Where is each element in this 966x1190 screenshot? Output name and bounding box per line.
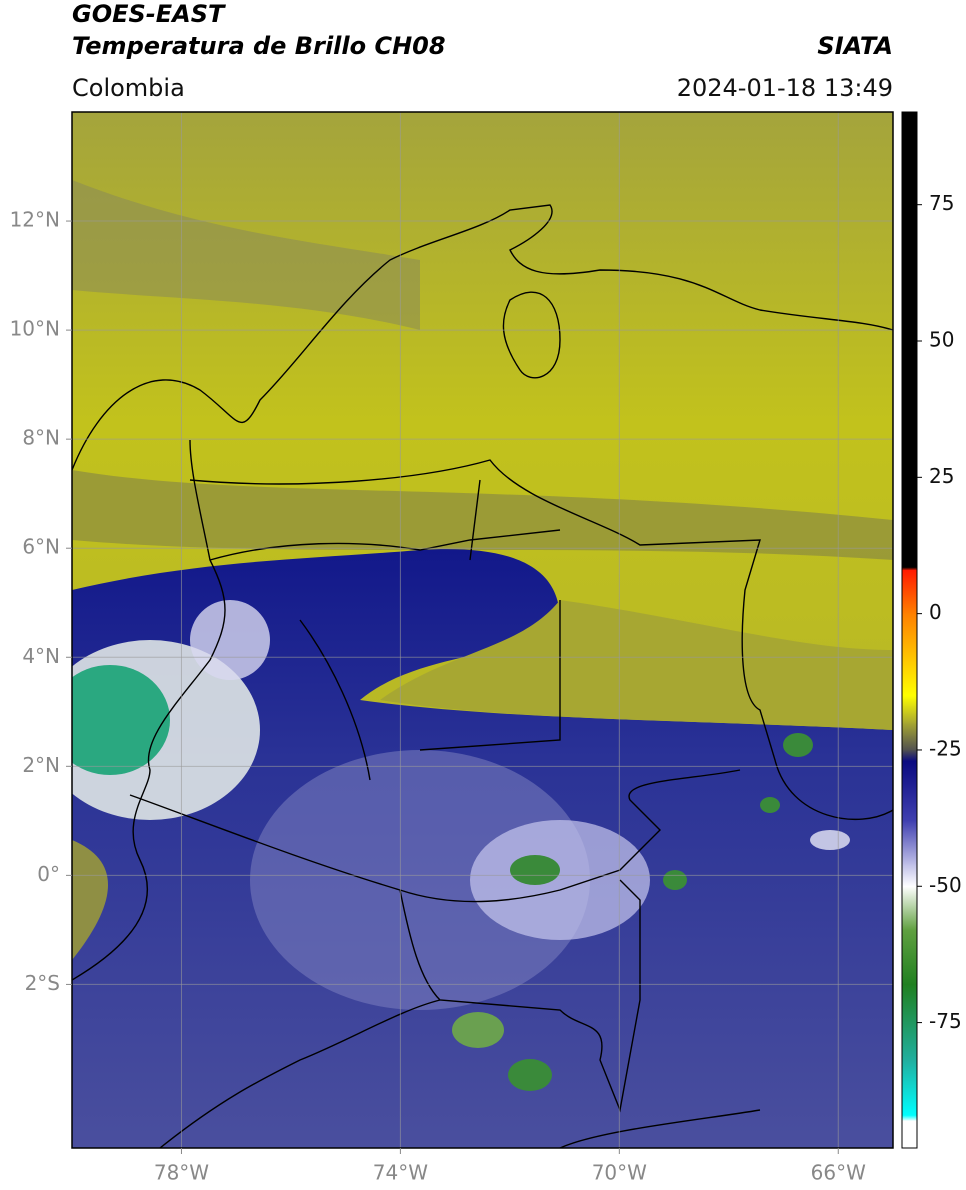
- colorbar-segment: [902, 1060, 917, 1116]
- x-tick-label: 66°W: [811, 1161, 866, 1185]
- x-tick-label: 70°W: [592, 1161, 647, 1185]
- map-frame: [71, 111, 894, 1149]
- source: SIATA: [817, 32, 893, 60]
- y-tick-label: 0°: [37, 862, 60, 886]
- colorbar-segment: [902, 820, 917, 865]
- colorbar-segment: [902, 112, 917, 568]
- y-tick-label: 8°N: [22, 426, 60, 450]
- colorbar-segment: [902, 567, 917, 571]
- colorbar-segment: [902, 1120, 917, 1149]
- y-tick-label: 4°N: [22, 644, 60, 668]
- colorbar-segment: [902, 929, 917, 985]
- y-tick-label: 6°N: [22, 535, 60, 559]
- colorbar-segment: [902, 613, 917, 696]
- colorbar-segment: [902, 760, 917, 822]
- y-tick-label: 2°N: [22, 753, 60, 777]
- colorbar-frame: [901, 111, 918, 1149]
- colorbar-tick-label: -50: [929, 873, 962, 897]
- colorbar-segment: [902, 695, 917, 724]
- colorbar-tick-label: 50: [929, 328, 954, 352]
- colorbar-tick-label: -75: [929, 1009, 962, 1033]
- graticule: [72, 112, 893, 1148]
- colorbar-segment: [902, 864, 917, 887]
- satellite-image: [72, 112, 893, 1148]
- colorbar: 75 50 25 0 -25 -50 -75: [901, 111, 962, 1149]
- colorbar-segment: [902, 886, 917, 931]
- subtitle: Temperatura de Brillo CH08: [72, 32, 446, 60]
- colorbar-segment: [902, 722, 917, 751]
- colorbar-segment: [902, 570, 917, 615]
- x-tick-label: 74°W: [373, 1161, 428, 1185]
- x-tick-label: 78°W: [154, 1161, 209, 1185]
- colorbar-tick-label: 25: [929, 464, 954, 488]
- colorbar-segment: [902, 984, 917, 1062]
- colorbar-tick-label: 75: [929, 191, 954, 215]
- y-tick-label: 12°N: [10, 208, 60, 232]
- region: Colombia: [72, 74, 185, 102]
- title: GOES-EAST: [72, 0, 226, 28]
- colorbar-tick-label: 0: [929, 600, 942, 624]
- y-tick-label: 2°S: [25, 971, 60, 995]
- datetime: 2024-01-18 13:49: [677, 74, 893, 102]
- colorbar-tick-label: -25: [929, 736, 962, 760]
- y-tick-label: 10°N: [10, 317, 60, 341]
- colorbar-segment: [902, 1115, 917, 1122]
- colorbar-segment: [902, 749, 917, 762]
